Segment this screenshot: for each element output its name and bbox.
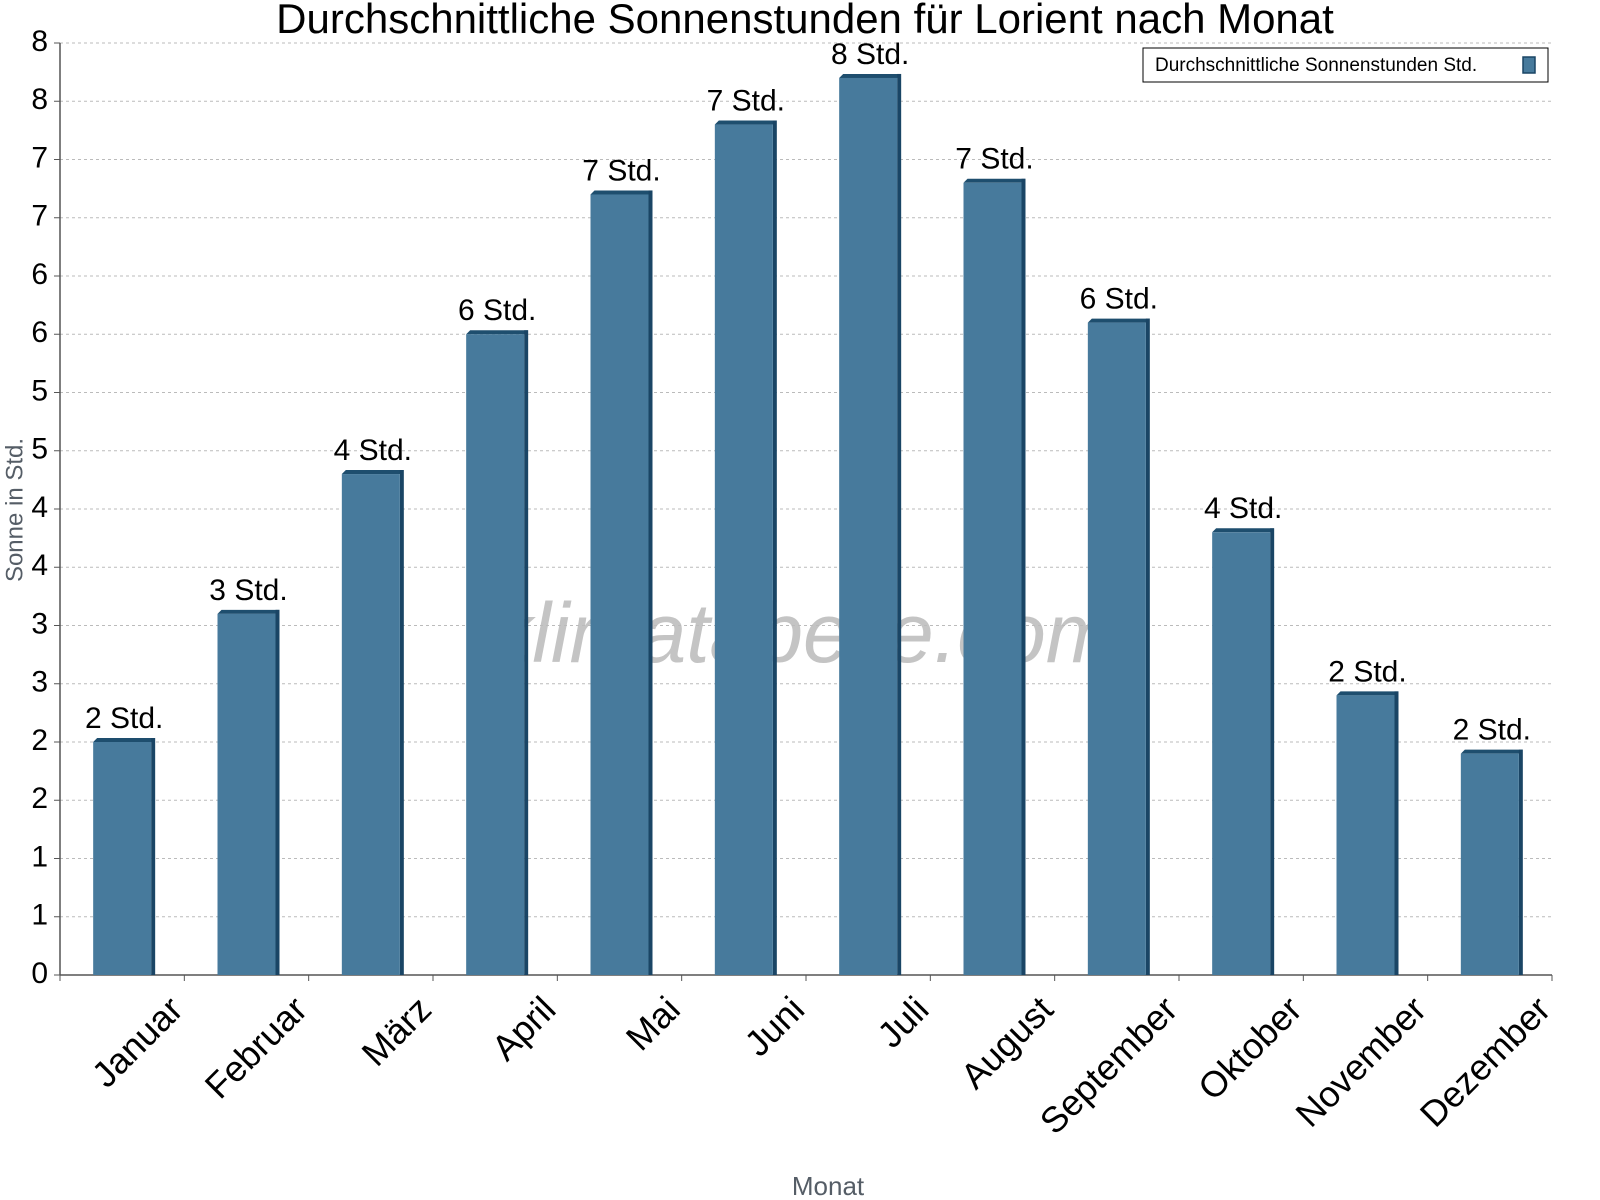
x-axis-label: Monat	[792, 1171, 865, 1200]
bar-side	[1270, 528, 1275, 975]
bar-side	[1145, 318, 1150, 976]
bar-side	[151, 738, 156, 975]
y-tick-label: 5	[31, 374, 48, 407]
value-label: 8 Std.	[831, 38, 909, 71]
legend-label: Durchschnittliche Sonnenstunden Std.	[1155, 55, 1477, 76]
bar-side	[1394, 691, 1399, 975]
bar-top	[590, 190, 653, 195]
bar	[1087, 322, 1146, 976]
value-label: 2 Std.	[1453, 714, 1531, 747]
value-label: 6 Std.	[458, 294, 536, 327]
bar	[1212, 532, 1271, 975]
bar	[1336, 695, 1395, 975]
legend-box	[1142, 47, 1549, 83]
bar-side	[1021, 178, 1026, 976]
bar-side	[897, 73, 902, 975]
y-tick-label: 0	[31, 957, 48, 990]
y-tick-label: 8	[31, 25, 48, 58]
bar-side	[648, 190, 653, 975]
y-tick-label: 5	[31, 433, 48, 466]
y-tick-label: 4	[31, 549, 48, 582]
value-label: 7 Std.	[955, 143, 1033, 176]
y-tick-label: 1	[31, 899, 48, 932]
x-tick-label: Juni	[736, 988, 812, 1064]
bar	[590, 194, 649, 975]
bar-top	[341, 470, 404, 475]
bar-top	[839, 73, 902, 78]
x-tick-label: Dezember	[1412, 988, 1558, 1134]
y-tick-label: 2	[31, 782, 48, 815]
y-tick-label: 6	[31, 258, 48, 291]
bar-side	[275, 609, 280, 975]
bar-top	[1087, 318, 1150, 323]
bar	[466, 334, 525, 975]
x-tick-label: Februar	[197, 988, 315, 1106]
y-tick-label: 2	[31, 724, 48, 757]
bar-top	[217, 609, 280, 614]
y-tick-label: 8	[31, 83, 48, 116]
y-tick-label: 3	[31, 607, 48, 640]
value-label: 3 Std.	[209, 574, 287, 607]
bar	[217, 613, 276, 975]
bar	[839, 77, 898, 975]
y-tick-label: 7	[31, 141, 48, 174]
y-tick-label: 7	[31, 200, 48, 233]
bar-side	[524, 330, 529, 975]
x-tick-label: Juli	[869, 988, 936, 1055]
value-label: 7 Std.	[582, 154, 660, 187]
y-tick-label: 1	[31, 840, 48, 873]
value-label: 4 Std.	[1204, 492, 1282, 525]
x-tick-label: November	[1287, 988, 1433, 1134]
bar-side	[772, 120, 777, 976]
value-label: 6 Std.	[1080, 283, 1158, 316]
x-tick-label: Oktober	[1190, 988, 1310, 1108]
legend-swatch	[1522, 56, 1536, 74]
bar-top	[466, 330, 529, 335]
value-label: 2 Std.	[1328, 655, 1406, 688]
bar	[963, 182, 1022, 976]
bar	[341, 474, 400, 975]
bar-top	[963, 178, 1026, 183]
x-tick-label: April	[484, 988, 564, 1068]
chart-title: Durchschnittliche Sonnenstunden für Lori…	[276, 0, 1334, 42]
x-tick-label: März	[354, 988, 440, 1074]
y-tick-label: 4	[31, 491, 48, 524]
x-tick-label: Januar	[84, 988, 191, 1095]
y-tick-label: 6	[31, 316, 48, 349]
bar-top	[93, 738, 156, 742]
bar-side	[1518, 749, 1523, 975]
bar-top	[714, 120, 777, 125]
x-tick-label: August	[953, 988, 1061, 1096]
y-tick-label: 3	[31, 666, 48, 699]
legend: Durchschnittliche Sonnenstunden Std.	[1142, 47, 1549, 83]
bar	[93, 742, 152, 975]
y-axis-label: Sonne in Std.	[1, 438, 28, 582]
bar-top	[1460, 749, 1523, 754]
value-label: 2 Std.	[85, 702, 163, 735]
bar-top	[1212, 528, 1275, 533]
x-tick-label: Mai	[618, 988, 688, 1058]
value-label: 4 Std.	[334, 434, 412, 467]
bar	[1460, 753, 1519, 975]
bar-side	[399, 470, 404, 975]
bar-top	[1336, 691, 1399, 696]
value-label: 7 Std.	[707, 84, 785, 117]
bar	[714, 124, 773, 976]
